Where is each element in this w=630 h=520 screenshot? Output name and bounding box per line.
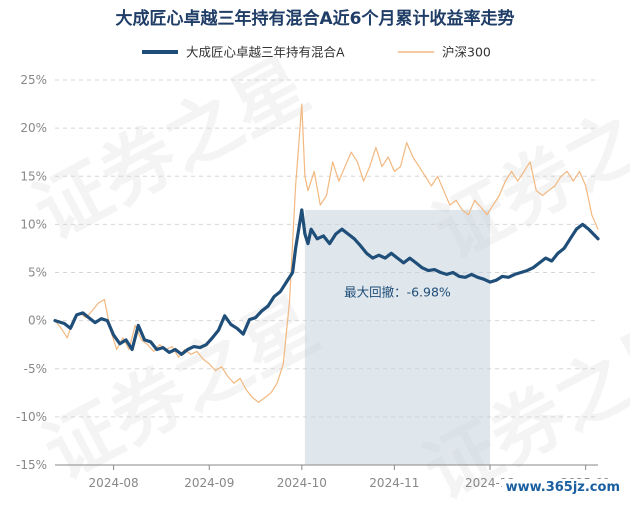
y-tick-label: -15% (16, 458, 47, 472)
drawdown-shade (304, 209, 491, 465)
chart-title: 大成匠心卓越三年持有混合A近6个月累计收益率走势 (116, 8, 515, 29)
watermark-site: www.365jz.com (501, 479, 624, 496)
legend-label-index: 沪深300 (442, 45, 491, 60)
legend: 大成匠心卓越三年持有混合A 沪深300 (142, 45, 491, 60)
return-line-chart: 大成匠心卓越三年持有混合A近6个月累计收益率走势 大成匠心卓越三年持有混合A 沪… (16, 8, 611, 490)
y-tick-label: -10% (16, 410, 47, 424)
y-tick-label: -5% (24, 362, 47, 376)
x-tick-label: 2024-09 (184, 476, 234, 490)
y-tick-label: 25% (20, 73, 47, 87)
series-line-fund (53, 208, 600, 356)
y-tick-label: 20% (20, 121, 47, 135)
y-tick-label: 10% (20, 217, 47, 231)
drawdown-area (304, 209, 491, 465)
x-tick-label: 2024-11 (369, 476, 419, 490)
legend-label-fund: 大成匠心卓越三年持有混合A (186, 45, 345, 60)
y-tick-label: 15% (20, 169, 47, 183)
series-lines (53, 103, 600, 403)
y-tick-label: 5% (28, 266, 47, 280)
drawdown-annotation: 最大回撤：-6.98% (344, 285, 451, 300)
y-tick-label: 0% (28, 314, 47, 328)
x-tick-label: 2024-10 (277, 476, 327, 490)
series-line-index (54, 103, 599, 403)
x-tick-label: 2024-08 (89, 476, 139, 490)
